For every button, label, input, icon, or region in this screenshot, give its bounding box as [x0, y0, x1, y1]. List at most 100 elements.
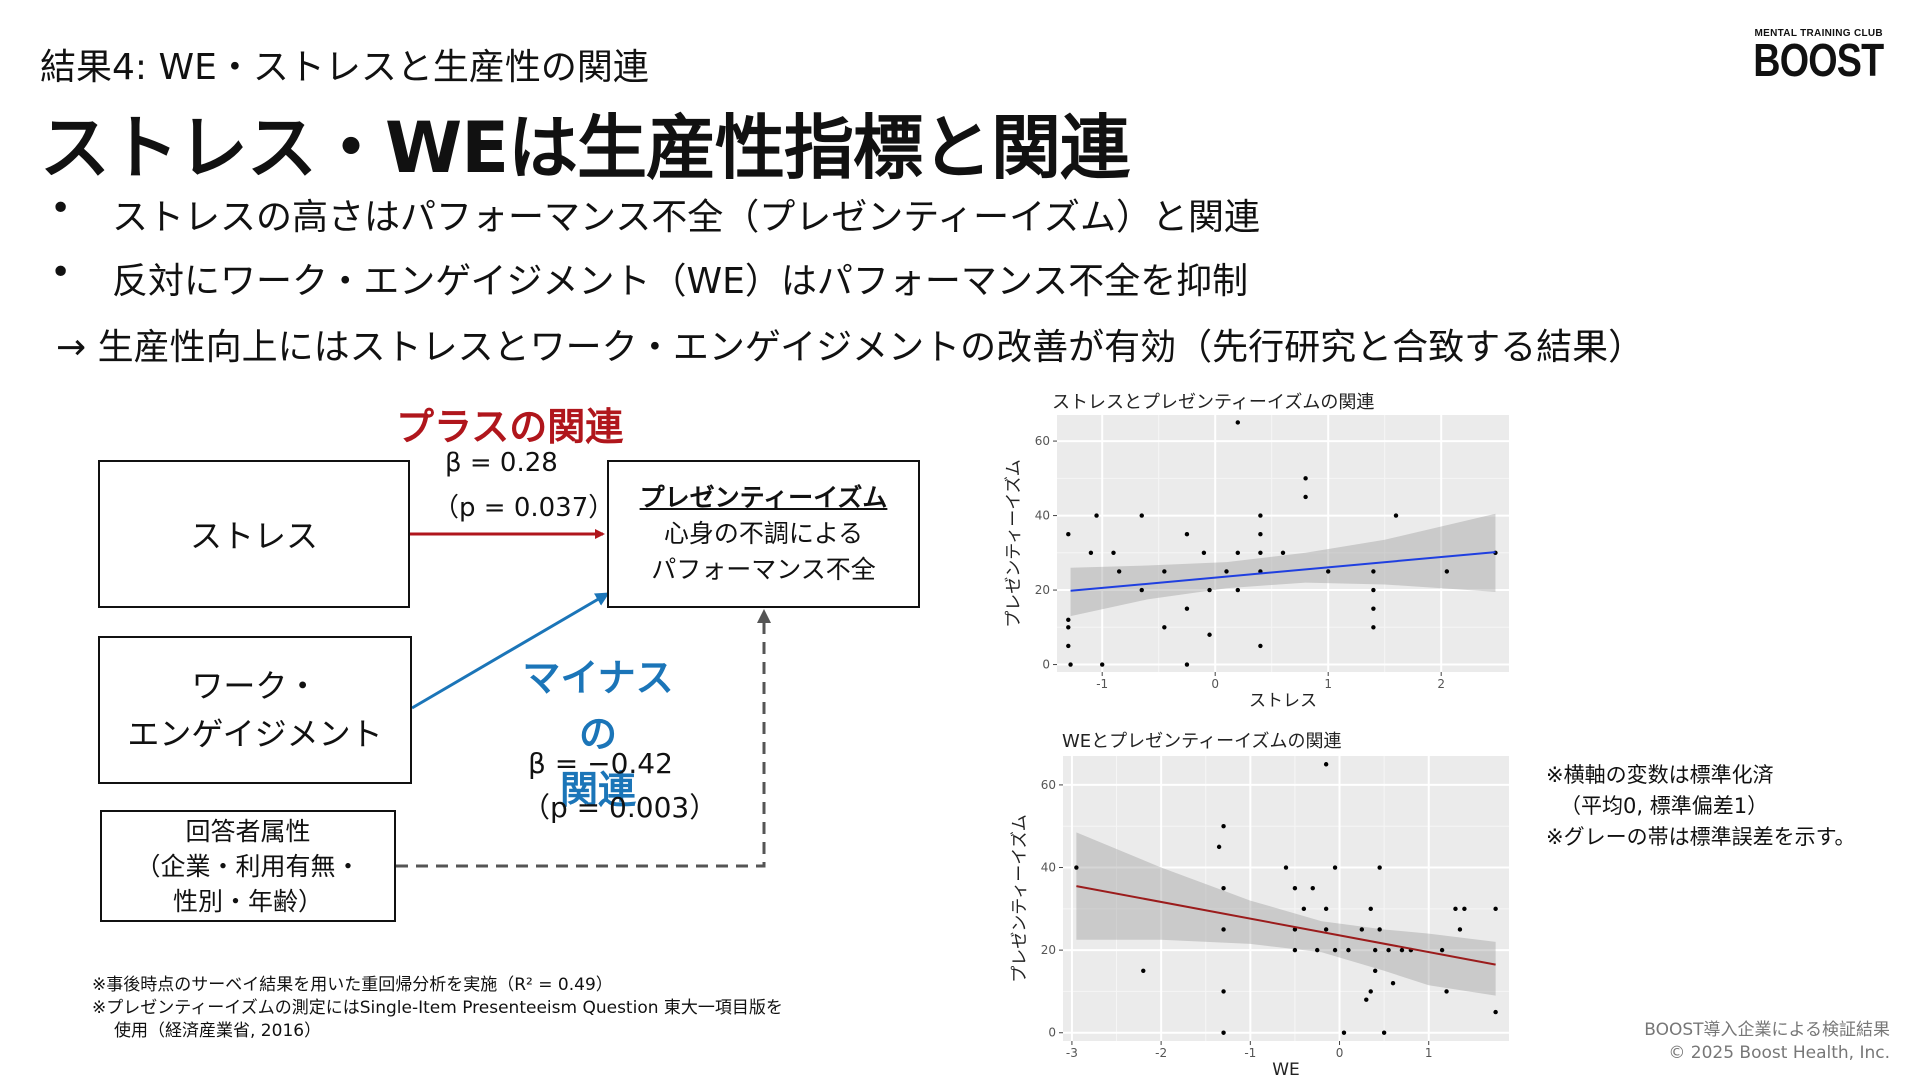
x-tick-label: -3 [1066, 1046, 1078, 1060]
data-point [1453, 906, 1458, 912]
we-box-line: ワーク・ [191, 667, 319, 705]
work-engagement-box: ワーク・ エンゲイジメント [98, 636, 412, 784]
data-point [1258, 513, 1263, 518]
data-point [1221, 824, 1226, 829]
x-tick-label: -2 [1155, 1046, 1167, 1060]
logo-tagline: MENTAL TRAINING CLUB [1754, 28, 1883, 39]
data-point [1221, 885, 1226, 891]
footer-copyright: © 2025 Boost Health, Inc. [1668, 1043, 1890, 1063]
data-point [1371, 625, 1376, 630]
data-point [1323, 927, 1329, 932]
chart-note-line: ※横軸の変数は標準化済 [1546, 763, 1774, 787]
plot-panel [1057, 415, 1509, 672]
data-point [1315, 947, 1320, 953]
y-axis-label: プレゼンティーイズム [1004, 459, 1024, 627]
chart-note-line: （平均0, 標準偏差1） [1560, 794, 1769, 818]
presenteeism-box-title: プレゼンティーイズム [639, 483, 888, 512]
plus-association-label: プラスの関連 [396, 405, 624, 449]
presenteeism-box: プレゼンティーイズム 心身の不調による パフォーマンス不全 [607, 460, 920, 608]
data-point [1371, 587, 1376, 593]
data-point [1258, 643, 1263, 649]
data-point [1303, 494, 1308, 500]
data-point [1439, 947, 1445, 953]
logo-wordmark: BOOST [1753, 34, 1885, 86]
x-axis-label: ストレス [1249, 691, 1317, 711]
method-note-line: ※事後時点のサーベイ結果を用いた重回帰分析を実施（R² = 0.49） [92, 975, 613, 995]
data-point [1280, 550, 1286, 556]
attr-box-line: （企業・利用有無・ [135, 851, 361, 881]
footer: BOOST導入企業による検証結果 © 2025 Boost Health, In… [1644, 1019, 1890, 1065]
minus-label-line: 関連 [559, 768, 636, 812]
data-point [1184, 662, 1190, 667]
y-tick-label: 0 [1042, 658, 1050, 672]
plot-panel [1063, 756, 1509, 1041]
y-tick-label: 40 [1035, 509, 1050, 523]
data-point [1393, 513, 1399, 518]
attr-box-line: 回答者属性 [185, 816, 311, 846]
footer-source: BOOST導入企業による検証結果 [1644, 1020, 1890, 1040]
minus-beta-value: β = −0.42 [528, 747, 673, 780]
data-point [1377, 865, 1382, 870]
data-point [1377, 927, 1382, 932]
data-point [1221, 989, 1226, 994]
data-point [1088, 550, 1094, 556]
data-point [1444, 989, 1449, 994]
minus-association-label: マイナスの 関連 [508, 650, 688, 818]
chart-1-title: ストレスとプレゼンティーイズムの関連 [1052, 392, 1375, 413]
data-point [1184, 606, 1190, 611]
data-point [1207, 632, 1212, 637]
data-point [1162, 569, 1167, 574]
data-point [1457, 927, 1463, 932]
data-point [1184, 531, 1190, 537]
method-notes: ※事後時点のサーベイ結果を用いた重回帰分析を実施（R² = 0.49） ※プレゼ… [92, 974, 783, 1043]
data-point [1493, 550, 1498, 556]
data-point [1139, 513, 1144, 518]
data-point [1224, 569, 1229, 574]
data-point [1221, 1030, 1226, 1035]
attr-box-line: 性別・年齢） [172, 886, 323, 916]
data-point [1373, 968, 1378, 973]
method-note-line: 使用（経済産業省, 2016） [114, 1021, 322, 1041]
data-point [1493, 1009, 1498, 1015]
x-tick-label: 2 [1437, 677, 1445, 691]
data-point [1373, 947, 1378, 953]
data-point [1408, 947, 1414, 953]
bullet-mark: • [50, 188, 72, 229]
chart-notes: ※横軸の変数は標準化済 （平均0, 標準偏差1） ※グレーの帯は標準誤差を示す。 [1546, 760, 1856, 853]
data-point [1235, 587, 1241, 593]
boost-logo: MENTAL TRAINING CLUB BOOST [1739, 28, 1898, 86]
data-point [1283, 865, 1289, 870]
data-point [1301, 906, 1307, 912]
data-point [1323, 906, 1329, 912]
presenteeism-box-line: パフォーマンス不全 [651, 555, 876, 584]
data-point [1371, 569, 1376, 574]
confidence-band [1070, 513, 1496, 617]
x-tick-label: 0 [1336, 1046, 1344, 1060]
data-point [1074, 865, 1079, 870]
method-note-line: ※プレゼンティーイズムの測定にはSingle-Item Presenteeism… [92, 998, 783, 1018]
conclusion-text: → 生産性向上にはストレスとワーク・エンゲイジメントの改善が有効（先行研究と合致… [56, 327, 1645, 368]
data-point [1221, 927, 1226, 932]
data-point [1068, 662, 1073, 667]
data-point [1346, 947, 1351, 953]
bullet-text: 反対にワーク・エンゲイジメント（WE）はパフォーマンス不全を抑制 [112, 261, 1249, 302]
y-tick-label: 60 [1041, 778, 1056, 792]
slide-title: ストレス・WEは生産性指標と関連 [40, 107, 1130, 189]
data-point [1493, 906, 1498, 912]
data-point [1310, 885, 1315, 891]
data-point [1381, 1030, 1387, 1035]
regression-line [1070, 551, 1496, 592]
x-tick-label: -1 [1096, 677, 1108, 691]
data-point [1386, 947, 1391, 953]
data-point [1332, 865, 1338, 870]
presenteeism-box-line: 心身の不調による [663, 519, 864, 548]
minus-label-line: マイナスの [522, 656, 674, 756]
data-point [1359, 927, 1365, 932]
minus-p-value: （p = 0.003） [522, 791, 718, 824]
regression-line [1076, 885, 1496, 966]
x-tick-label: -1 [1244, 1046, 1256, 1060]
data-point [1111, 550, 1116, 556]
x-tick-label: 1 [1324, 677, 1332, 691]
data-point [1399, 947, 1405, 953]
chart-note-line: ※グレーの帯は標準誤差を示す。 [1546, 825, 1856, 849]
